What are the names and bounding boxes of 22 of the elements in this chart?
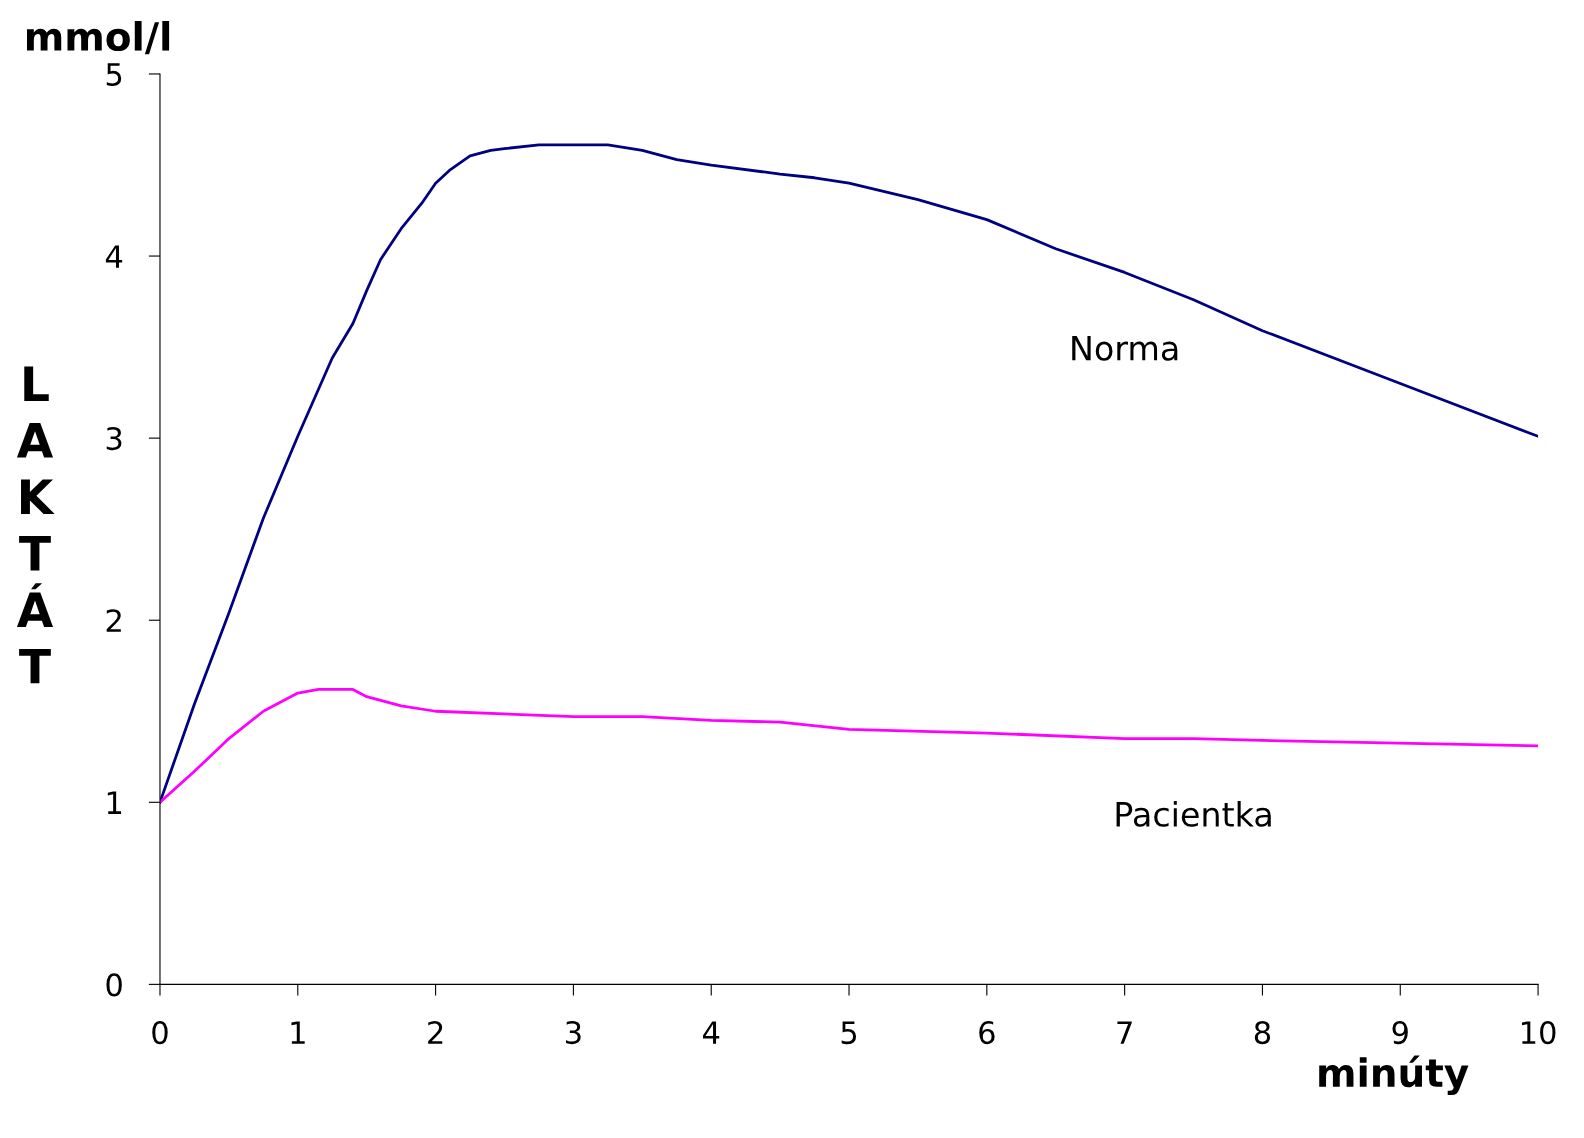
- x-tick-label: 7: [1117, 1021, 1132, 1044]
- y-tick-label: 5: [106, 63, 122, 87]
- x-tick-label: 5: [841, 1021, 857, 1045]
- x-tick-label: 1: [291, 1021, 305, 1044]
- x-tick-label: 8: [1254, 1021, 1271, 1045]
- x-tick-label: 4: [702, 1021, 720, 1044]
- x-tick-label: 0: [152, 1021, 168, 1045]
- x-tick-label: 9: [1392, 1021, 1408, 1045]
- x-tick-label: 3: [566, 1021, 581, 1045]
- text: mmol/l: [26, 21, 170, 55]
- series-label: Norma: [1072, 335, 1178, 361]
- x-tick-label: 6: [979, 1021, 995, 1045]
- y-tick-label: 0: [106, 973, 122, 997]
- y-tick-label: 3: [106, 427, 122, 451]
- x-tick-label: 2: [428, 1021, 443, 1044]
- y-tick-label: 2: [106, 609, 121, 632]
- series-label: Pacientka: [1116, 801, 1271, 827]
- y-tick-label: 1: [107, 791, 122, 814]
- x-axis-title: minúty: [1319, 1055, 1469, 1096]
- y-tick-label: 4: [105, 245, 123, 268]
- x-tick-label: 10: [1521, 1021, 1556, 1045]
- y-axis-title: LAKTÁT: [16, 366, 55, 684]
